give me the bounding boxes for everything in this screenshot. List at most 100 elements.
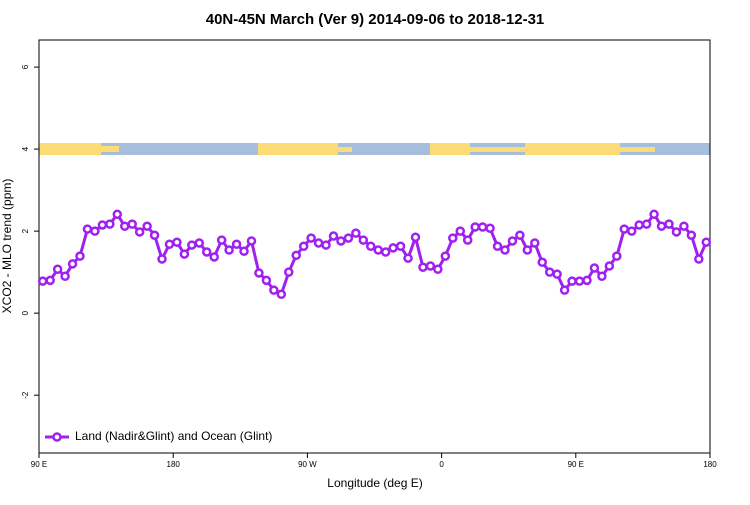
- data-point: [291, 250, 301, 261]
- data-point: [433, 264, 443, 275]
- legend-label: Land (Nadir&Glint) and Ocean (Glint): [75, 429, 272, 443]
- data-point: [313, 238, 324, 248]
- data-point: [619, 224, 630, 234]
- data-point: [477, 222, 488, 232]
- y-tick-label: -2: [21, 391, 30, 399]
- data-point: [172, 237, 182, 247]
- data-point: [224, 245, 234, 255]
- data-point: [306, 233, 316, 243]
- legend-marker: [52, 432, 62, 442]
- data-point: [686, 230, 697, 240]
- data-point: [567, 276, 577, 286]
- x-tick-label: 90 W: [298, 460, 317, 469]
- data-point: [641, 219, 652, 229]
- x-tick-label: 180: [167, 460, 181, 469]
- plot-frame: [38, 39, 711, 454]
- data-point: [440, 251, 451, 261]
- data-point: [649, 209, 659, 220]
- data-point: [597, 271, 607, 281]
- land-strip: [620, 147, 655, 152]
- data-point: [470, 222, 480, 232]
- data-point: [574, 276, 585, 286]
- data-point: [231, 239, 242, 249]
- data-point: [395, 241, 406, 252]
- data-point: [366, 241, 376, 252]
- x-tick-label: 90 E: [568, 460, 584, 469]
- data-point: [552, 269, 562, 279]
- data-point: [254, 268, 264, 278]
- data-point: [45, 275, 55, 286]
- data-point: [537, 257, 547, 268]
- data-point: [194, 238, 205, 248]
- data-point: [612, 251, 622, 261]
- data-point: [656, 221, 667, 231]
- data-point: [164, 239, 175, 249]
- y-tick-label: 0: [21, 310, 30, 315]
- data-point: [448, 233, 458, 243]
- data-point: [112, 209, 123, 220]
- x-axis-label: Longitude (deg E): [327, 476, 422, 490]
- data-point: [671, 227, 682, 237]
- data-point: [105, 219, 115, 229]
- data-point: [462, 235, 473, 245]
- data-point: [216, 235, 227, 245]
- data-point: [418, 262, 428, 272]
- data-point: [388, 243, 398, 253]
- data-point: [276, 289, 287, 300]
- data-point: [134, 227, 145, 237]
- data-point: [679, 221, 689, 231]
- data-point: [336, 236, 346, 246]
- data-point: [485, 223, 495, 233]
- data-point: [544, 267, 555, 277]
- land-strip: [338, 147, 352, 152]
- data-point: [358, 235, 369, 245]
- data-point: [582, 275, 592, 286]
- data-point: [97, 220, 108, 230]
- data-point: [298, 241, 309, 252]
- data-point: [492, 241, 503, 252]
- land-strip: [430, 143, 470, 155]
- data-point: [373, 245, 383, 255]
- data-point: [179, 249, 190, 259]
- x-tick-label: 0: [439, 460, 444, 469]
- data-point: [157, 254, 167, 264]
- data-point: [239, 246, 249, 256]
- data-point: [403, 253, 413, 263]
- data-point: [67, 259, 78, 269]
- data-point: [500, 245, 510, 255]
- land-strip: [258, 143, 338, 155]
- data-point: [515, 230, 525, 240]
- data-point: [149, 230, 160, 240]
- y-axis-label: XCO2 - MLO trend (ppm): [0, 179, 14, 314]
- data-point: [82, 224, 93, 234]
- y-tick-label: 4: [21, 146, 30, 151]
- data-point: [530, 238, 540, 248]
- data-point: [425, 261, 436, 271]
- land-strip: [525, 143, 620, 155]
- land-strip: [101, 146, 119, 152]
- data-point: [701, 237, 712, 247]
- data-point: [343, 233, 354, 243]
- data-point: [60, 271, 70, 281]
- data-point: [284, 267, 294, 277]
- land-strip: [470, 147, 525, 152]
- data-point: [351, 228, 361, 238]
- data-point: [507, 236, 518, 246]
- chart-title: 40N-45N March (Ver 9) 2014-09-06 to 2018…: [206, 11, 545, 28]
- x-tick-label: 90 E: [31, 460, 47, 469]
- data-point: [202, 247, 212, 257]
- data-point: [589, 263, 600, 273]
- data-point: [380, 247, 391, 257]
- x-tick-label: 180: [703, 460, 717, 469]
- y-tick-label: 6: [21, 64, 30, 69]
- data-point: [455, 226, 465, 236]
- data-point: [75, 251, 85, 261]
- y-tick-label: 2: [21, 228, 30, 233]
- data-point: [328, 231, 339, 241]
- data-point: [52, 264, 63, 275]
- data-point: [634, 220, 644, 230]
- data-point: [127, 219, 137, 229]
- data-point: [37, 276, 48, 286]
